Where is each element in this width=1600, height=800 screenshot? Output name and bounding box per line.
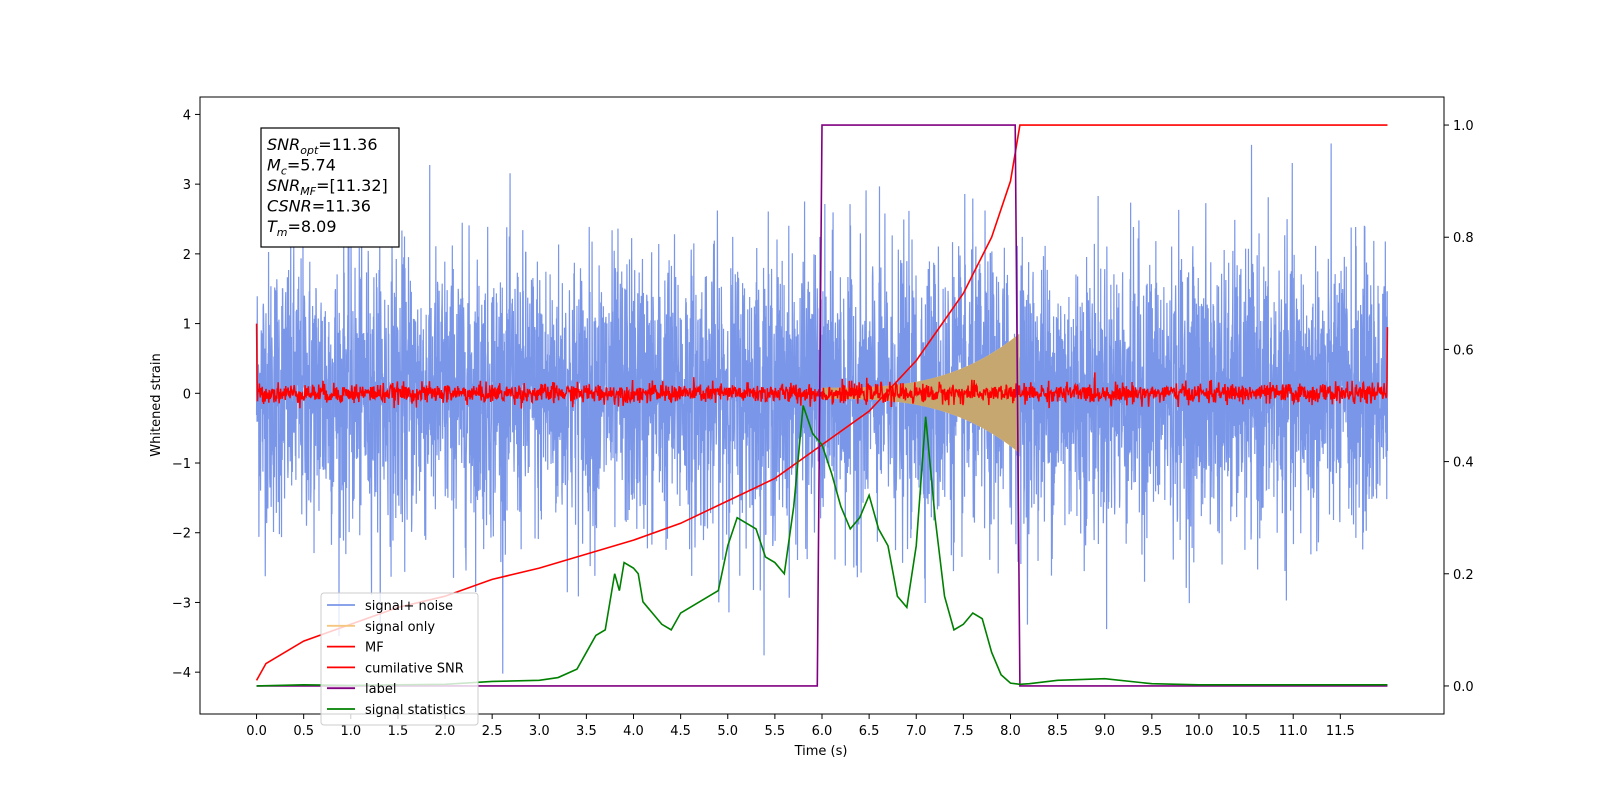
- annotation-subscript: m: [277, 226, 288, 239]
- legend-item: signal only: [327, 620, 435, 635]
- legend-item: signal+ noise: [327, 599, 453, 614]
- y-tick-label: −4: [172, 666, 191, 681]
- legend-label: cumilative SNR: [365, 661, 464, 676]
- annotation-value: =11.36: [312, 197, 371, 216]
- annotation-value: =8.09: [288, 217, 337, 236]
- x-tick-label: 1.5: [388, 724, 409, 739]
- series-signal-noise: [255, 143, 1389, 674]
- legend-item: MF: [327, 641, 384, 656]
- annotation-symbol: T: [267, 217, 278, 236]
- annotation-subscript: c: [281, 165, 287, 178]
- x-tick-label: 6.0: [812, 724, 833, 739]
- x-tick-label: 5.0: [717, 724, 738, 739]
- x-tick-label: 0.5: [293, 724, 314, 739]
- annotation-line: CSNR=11.36: [267, 197, 371, 216]
- legend-label: signal statistics: [365, 703, 466, 718]
- y-tick-label: 4: [183, 108, 191, 123]
- x-tick-label: 6.5: [859, 724, 880, 739]
- annotation-subscript: opt: [300, 144, 319, 157]
- y2-tick-label: 0.0: [1453, 680, 1474, 695]
- legend-label: signal only: [365, 620, 435, 635]
- x-tick-label: 2.5: [482, 724, 503, 739]
- annotation-value: =11.36: [318, 135, 377, 154]
- stats-annotation: SNRopt=11.36Mc=5.74SNRMF=[11.32]CSNR=11.…: [260, 127, 400, 248]
- annotation-value: =[11.32]: [316, 176, 388, 195]
- legend-label: MF: [365, 641, 384, 656]
- x-tick-label: 8.5: [1047, 724, 1068, 739]
- series-mf: [255, 323, 1389, 409]
- annotation-symbol: SNR: [267, 176, 300, 195]
- y-tick-label: −3: [172, 596, 191, 611]
- x-tick-label: 1.0: [340, 724, 361, 739]
- y2-tick-label: 1.0: [1453, 119, 1474, 134]
- annotation-symbol: M: [267, 156, 281, 175]
- x-tick-label: 11.5: [1326, 724, 1355, 739]
- x-tick-label: 4.0: [623, 724, 644, 739]
- legend-item: label: [327, 682, 396, 697]
- annotation-line: Tm=8.09: [267, 217, 337, 239]
- legend-box: [320, 592, 479, 726]
- x-tick-label: 8.0: [1000, 724, 1021, 739]
- series-signal-statistics: [256, 405, 1388, 687]
- x-tick-label: 0.0: [246, 724, 267, 739]
- y2-tick-label: 0.4: [1453, 456, 1474, 471]
- annotation-subscript: MF: [300, 185, 316, 198]
- series-label: [256, 124, 1388, 687]
- x-tick-label: 5.5: [765, 724, 786, 739]
- y-tick-label: 2: [183, 248, 191, 263]
- y-tick-label: 1: [183, 318, 191, 333]
- x-tick-label: 3.0: [529, 724, 550, 739]
- x-tick-label: 7.0: [906, 724, 927, 739]
- x-axis-label: Time (s): [794, 744, 848, 759]
- x-tick-label: 11.0: [1279, 724, 1308, 739]
- x-tick-label: 3.5: [576, 724, 597, 739]
- x-tick-label: 10.5: [1232, 724, 1261, 739]
- annotation-symbol: CSNR: [267, 197, 312, 216]
- x-tick-label: 2.0: [435, 724, 456, 739]
- y-tick-label: −1: [172, 457, 191, 472]
- annotation-value: =5.74: [287, 156, 336, 175]
- legend-label: signal+ noise: [365, 599, 453, 614]
- x-tick-label: 4.5: [670, 724, 691, 739]
- y-tick-label: 3: [183, 178, 191, 193]
- x-tick-label: 9.0: [1094, 724, 1115, 739]
- legend: signal+ noise signal only MF cumilative SNR…: [320, 592, 479, 726]
- legend-label: label: [365, 682, 396, 697]
- y2-tick-label: 0.2: [1453, 568, 1474, 583]
- y2-tick-label: 0.6: [1453, 343, 1474, 358]
- x-tick-label: 7.5: [953, 724, 974, 739]
- x-tick-label: 10.0: [1184, 724, 1213, 739]
- y-tick-label: −2: [172, 527, 191, 542]
- x-tick-label: 9.5: [1142, 724, 1163, 739]
- annotation-line: SNRMF=[11.32]: [267, 176, 388, 198]
- annotation-symbol: SNR: [267, 135, 300, 154]
- y-axis-label: Whitened strain: [149, 353, 164, 456]
- legend-item: signal statistics: [327, 703, 466, 718]
- annotation-box: [260, 127, 400, 248]
- annotation-line: Mc=5.74: [267, 156, 336, 178]
- y2-tick-label: 0.8: [1453, 231, 1474, 246]
- legend-item: cumilative SNR: [327, 661, 464, 676]
- y-tick-label: 0: [183, 387, 191, 402]
- annotation-line: SNRopt=11.36: [267, 135, 378, 157]
